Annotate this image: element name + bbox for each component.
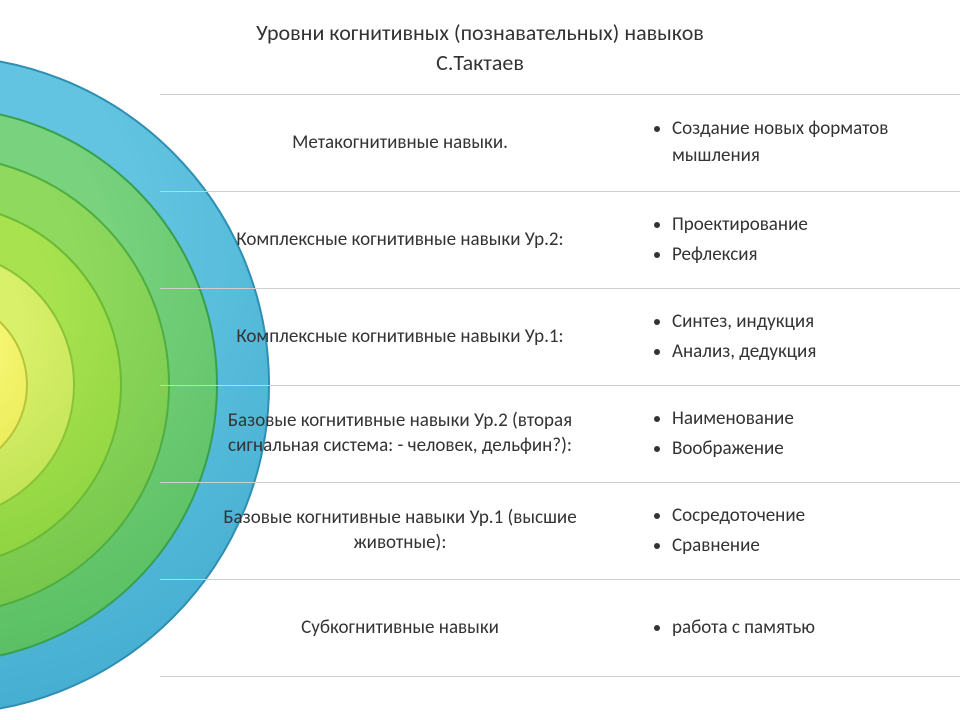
level-row: Метакогнитивные навыки. Создание новых фо… [160,94,960,191]
level-item: Анализ, дедукция [672,339,940,366]
level-item: Наименование [672,406,940,433]
level-items: Проектирование Рефлексия [640,192,960,288]
level-item: Сосредоточение [672,503,940,530]
level-row: Субкогнитивные навыки работа с памятью [160,579,960,677]
level-items: Наименование Воображение [640,386,960,482]
canvas: Уровни когнитивных (познавательных) навы… [0,0,960,720]
levels-table: Метакогнитивные навыки. Создание новых фо… [160,94,960,677]
level-label: Базовые когнитивные навыки Ур.1 (высшие … [160,483,640,579]
level-item: Рефлексия [672,242,940,269]
level-item: работа с памятью [672,615,940,642]
level-label: Базовые когнитивные навыки Ур.2 (вторая … [160,386,640,482]
level-items: Создание новых форматов мышления [640,95,960,191]
level-label: Субкогнитивные навыки [160,580,640,676]
level-item: Синтез, индукция [672,309,940,336]
level-item: Сравнение [672,533,940,560]
level-items: Сосредоточение Сравнение [640,483,960,579]
level-row: Базовые когнитивные навыки Ур.2 (вторая … [160,385,960,482]
level-items: Синтез, индукция Анализ, дедукция [640,289,960,385]
level-row: Комплексные когнитивные навыки Ур.2:Прое… [160,191,960,288]
level-item: Проектирование [672,212,940,239]
title-line-1: Уровни когнитивных (познавательных) навы… [256,19,704,46]
level-label: Метакогнитивные навыки. [160,95,640,191]
level-item: Воображение [672,436,940,463]
level-label: Комплексные когнитивные навыки Ур.2: [160,192,640,288]
level-label: Комплексные когнитивные навыки Ур.1: [160,289,640,385]
title-line-2: С.Тактаев [436,49,524,76]
level-item: Создание новых форматов мышления [672,116,940,169]
level-items: работа с памятью [640,580,960,676]
level-row: Базовые когнитивные навыки Ур.1 (высшие … [160,482,960,579]
level-row: Комплексные когнитивные навыки Ур.1:Синт… [160,288,960,385]
page-title: Уровни когнитивных (познавательных) навы… [0,18,960,77]
